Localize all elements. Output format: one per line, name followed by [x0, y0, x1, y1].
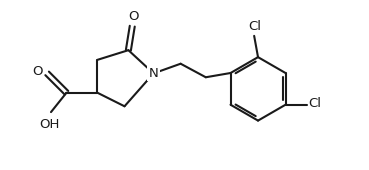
Text: OH: OH — [39, 118, 60, 131]
Text: N: N — [149, 67, 158, 80]
Text: O: O — [32, 65, 42, 78]
Text: Cl: Cl — [248, 20, 261, 33]
Text: O: O — [128, 10, 138, 23]
Text: Cl: Cl — [308, 97, 321, 111]
